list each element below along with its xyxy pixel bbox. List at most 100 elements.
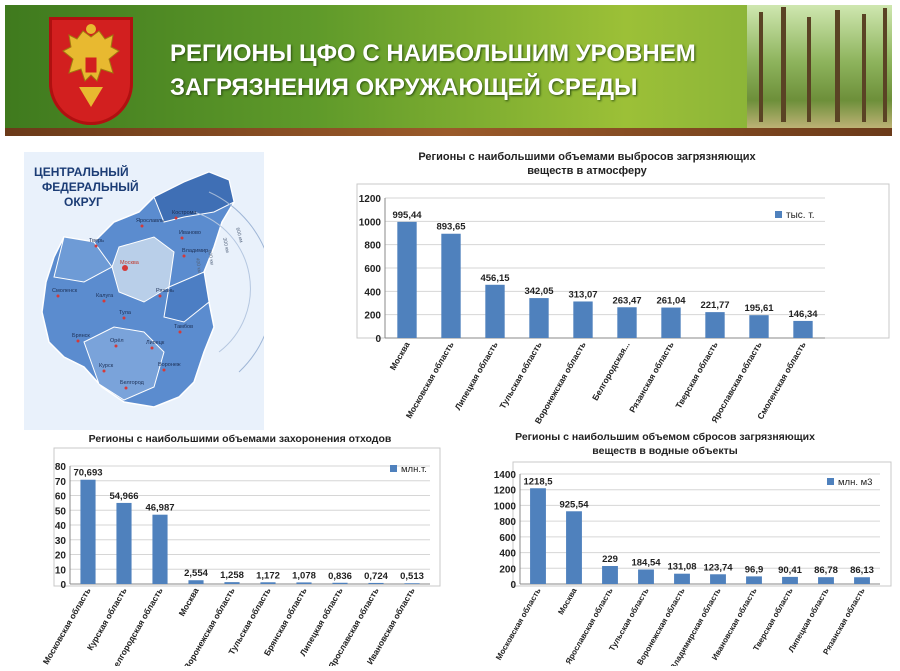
- chart-1-bar: [224, 582, 240, 584]
- coat-of-arms-emblem: [49, 17, 133, 125]
- chart-water-svg: Регионы с наибольшим объемом сбросов заг…: [494, 431, 892, 671]
- chart-0-y-tick-label: 800: [364, 241, 381, 252]
- map-city-label: Воронеж: [158, 362, 181, 368]
- map-city-label: Калуга: [96, 293, 114, 299]
- chart-0-value-label: 893,65: [436, 222, 466, 233]
- chart-1-legend-label: млн.т.: [401, 464, 427, 475]
- chart-1-y-tick-label: 30: [55, 536, 67, 547]
- chart-1-y-tick-label: 0: [60, 580, 66, 591]
- chart-2-category-label: Москва: [556, 586, 579, 616]
- chart-1-bar: [296, 582, 312, 584]
- map-distance-label: 600 км: [206, 249, 215, 266]
- map-city-label: Белгород: [120, 380, 145, 386]
- chart-1-value-label: 0,724: [364, 571, 388, 582]
- map-city-label: Кострома: [172, 210, 197, 216]
- chart-1-bar: [116, 502, 132, 584]
- chart-1-value-label: 1,172: [256, 570, 280, 581]
- chart-2-bar: [854, 577, 870, 584]
- header-divider: [5, 128, 892, 136]
- chart-atmosphere-svg: Регионы с наибольшими объемами выбросов …: [356, 151, 890, 425]
- map-city-label: Иваново: [179, 230, 201, 236]
- chart-waste: Регионы с наибольшими объемами захоронен…: [10, 428, 450, 671]
- chart-2-y-tick-label: 1400: [494, 470, 517, 481]
- chart-2-value-label: 86,78: [814, 565, 838, 576]
- chart-1-y-tick-label: 70: [55, 477, 67, 488]
- chart-1-value-label: 70,693: [73, 468, 102, 479]
- chart-2-value-label: 1218,5: [523, 476, 553, 487]
- map-city-label: Тула: [119, 310, 132, 316]
- map-city-label: Тамбов: [174, 324, 193, 330]
- chart-0-category-label: Московская область: [404, 340, 456, 420]
- chart-1-bar: [404, 583, 420, 584]
- chart-0-bar: [441, 233, 461, 338]
- chart-2-category-label: Московская область: [494, 586, 543, 661]
- chart-0-category-label: Рязанская область: [627, 340, 676, 414]
- chart-0-bar: [661, 307, 681, 338]
- map-city-label: Тверь: [89, 238, 104, 244]
- chart-0-value-label: 342,05: [524, 286, 554, 297]
- map-city-label: Курск: [99, 363, 114, 369]
- chart-2-category-label: Тверская область: [751, 586, 794, 652]
- chart-2-bar: [818, 577, 834, 584]
- map-distance-label: 400 км: [194, 257, 202, 274]
- chart-2-bar: [602, 566, 618, 584]
- chart-0-bar: [573, 301, 593, 338]
- chart-2-y-tick-label: 200: [499, 564, 516, 575]
- chart-0-bar: [397, 221, 417, 338]
- chart-2-category-label: Липецкая область: [787, 586, 831, 653]
- chart-0-category-label: Смоленская область: [755, 340, 808, 421]
- chart-1-value-label: 54,966: [109, 491, 138, 502]
- chart-2-y-tick-label: 400: [499, 549, 516, 560]
- chart-1-y-tick-label: 20: [55, 551, 67, 562]
- map-city-label: Смоленск: [52, 288, 78, 294]
- chart-1-value-label: 0,513: [400, 571, 424, 582]
- chart-2-bar: [566, 511, 582, 584]
- chart-0-value-label: 146,34: [788, 309, 818, 320]
- chart-1-y-tick-label: 50: [55, 506, 67, 517]
- chart-0-category-label: Ярославская область: [709, 340, 764, 424]
- chart-0-value-label: 313,07: [568, 289, 597, 300]
- chart-0-category-label: Белгородская...: [590, 340, 632, 402]
- chart-2-value-label: 131,08: [667, 562, 696, 573]
- chart-0-bar: [749, 315, 769, 338]
- chart-2-bar: [638, 569, 654, 584]
- chart-0-y-tick-label: 200: [364, 311, 381, 322]
- chart-2-y-tick-label: 600: [499, 533, 516, 544]
- chart-0-y-tick-label: 1200: [359, 194, 382, 205]
- chart-0-bar: [529, 298, 549, 338]
- chart-1-value-label: 1,258: [220, 570, 244, 581]
- chart-0-bar: [617, 307, 637, 338]
- double-headed-eagle-icon: [62, 24, 120, 107]
- chart-0-category-label: Тульская область: [497, 340, 543, 410]
- chart-2-y-tick-label: 800: [499, 517, 516, 528]
- map-city-label: Орёл: [110, 338, 124, 344]
- chart-2-value-label: 123,74: [703, 562, 733, 573]
- chart-1-legend-swatch: [390, 465, 397, 472]
- chart-1-title-line: Регионы с наибольшими объемами захоронен…: [89, 433, 392, 445]
- chart-2-legend-swatch: [827, 478, 834, 485]
- header-banner: РЕГИОНЫ ЦФО С НАИБОЛЬШИМ УРОВНЕМ ЗАГРЯЗН…: [5, 5, 892, 132]
- chart-0-value-label: 263,47: [612, 295, 641, 306]
- chart-1-y-tick-label: 40: [55, 521, 67, 532]
- chart-1-y-tick-label: 10: [55, 565, 67, 576]
- map-city-label: Брянск: [72, 333, 90, 339]
- chart-2-bar: [710, 574, 726, 584]
- chart-2-bar: [674, 573, 690, 584]
- chart-1-bar: [260, 582, 276, 584]
- chart-0-y-tick-label: 400: [364, 287, 381, 298]
- chart-2-category-label: Рязанская область: [821, 586, 866, 656]
- map-city-label: Москва: [120, 260, 140, 266]
- map-title-line-2: ФЕДЕРАЛЬНЫЙ: [42, 179, 139, 194]
- chart-1-bar: [152, 514, 168, 584]
- chart-waste-svg: Регионы с наибольшими объемами захоронен…: [41, 433, 441, 671]
- chart-2-value-label: 90,41: [778, 565, 802, 576]
- chart-2-category-label: Тульская область: [607, 586, 650, 652]
- federal-district-map: ЦЕНТРАЛЬНЫЙ ФЕДЕРАЛЬНЫЙ ОКРУГ Ярославль …: [24, 152, 274, 430]
- map-title-line-3: ОКРУГ: [64, 195, 103, 209]
- map-city-label: Владимир: [182, 248, 208, 254]
- chart-0-category-label: Тверская область: [673, 340, 719, 410]
- chart-0-value-label: 221,77: [700, 300, 729, 311]
- chart-0-value-label: 456,15: [480, 273, 510, 284]
- chart-0-y-tick-label: 1000: [359, 217, 382, 228]
